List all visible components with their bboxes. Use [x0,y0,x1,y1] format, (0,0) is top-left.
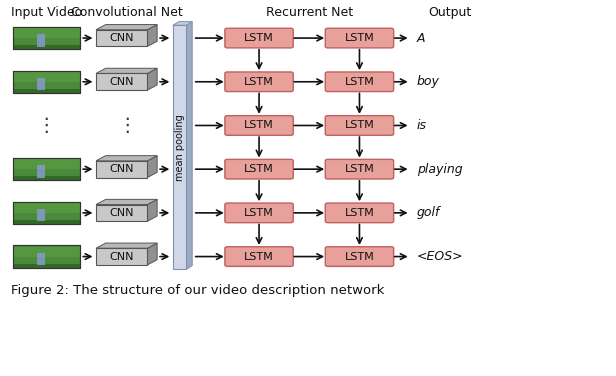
FancyBboxPatch shape [13,27,79,49]
Text: Convolutional Net: Convolutional Net [71,6,182,20]
Polygon shape [96,243,157,248]
FancyBboxPatch shape [13,158,79,180]
Text: <EOS>: <EOS> [416,250,463,263]
FancyBboxPatch shape [325,72,394,92]
Text: Recurrent Net: Recurrent Net [265,6,353,20]
FancyBboxPatch shape [13,203,79,213]
FancyBboxPatch shape [173,25,186,269]
Text: boy: boy [416,75,439,88]
Text: LSTM: LSTM [244,164,274,174]
Text: LSTM: LSTM [244,208,274,218]
FancyBboxPatch shape [325,159,394,179]
Polygon shape [173,21,192,25]
Polygon shape [147,68,157,90]
Text: is: is [416,119,427,132]
Text: CNN: CNN [110,33,134,43]
Text: LSTM: LSTM [344,120,375,130]
Text: LSTM: LSTM [344,77,375,87]
FancyBboxPatch shape [325,28,394,48]
FancyBboxPatch shape [225,116,293,135]
Text: LSTM: LSTM [344,33,375,43]
FancyBboxPatch shape [13,220,79,224]
Text: ⋮: ⋮ [117,116,136,135]
FancyBboxPatch shape [225,203,293,223]
FancyBboxPatch shape [325,247,394,266]
FancyBboxPatch shape [38,165,45,177]
Text: CNN: CNN [110,164,134,174]
Polygon shape [96,68,157,73]
FancyBboxPatch shape [13,45,79,49]
FancyBboxPatch shape [96,161,147,177]
Polygon shape [96,156,157,161]
FancyBboxPatch shape [13,202,79,224]
Text: LSTM: LSTM [244,120,274,130]
Text: LSTM: LSTM [244,33,274,43]
Polygon shape [147,199,157,221]
Text: Figure 2: The structure of our video description network: Figure 2: The structure of our video des… [11,284,385,297]
Text: mean pooling: mean pooling [174,114,185,181]
Text: LSTM: LSTM [244,77,274,87]
Text: CNN: CNN [110,252,134,262]
FancyBboxPatch shape [13,176,79,180]
Polygon shape [147,24,157,46]
FancyBboxPatch shape [225,72,293,92]
FancyBboxPatch shape [38,78,45,90]
Polygon shape [96,24,157,30]
FancyBboxPatch shape [96,205,147,221]
FancyBboxPatch shape [38,209,45,221]
Polygon shape [147,156,157,177]
Text: LSTM: LSTM [344,164,375,174]
FancyBboxPatch shape [13,247,79,256]
FancyBboxPatch shape [13,89,79,93]
Text: playing: playing [416,163,462,176]
Text: Input Video: Input Video [11,6,82,20]
Text: LSTM: LSTM [244,252,274,262]
Polygon shape [147,243,157,265]
FancyBboxPatch shape [96,73,147,90]
FancyBboxPatch shape [325,203,394,223]
FancyBboxPatch shape [13,28,79,38]
FancyBboxPatch shape [13,159,79,169]
Text: LSTM: LSTM [344,208,375,218]
Polygon shape [96,199,157,205]
FancyBboxPatch shape [96,30,147,46]
FancyBboxPatch shape [225,159,293,179]
FancyBboxPatch shape [225,28,293,48]
FancyBboxPatch shape [225,247,293,266]
Text: ⋮: ⋮ [37,116,56,135]
Text: CNN: CNN [110,77,134,87]
FancyBboxPatch shape [325,116,394,135]
FancyBboxPatch shape [38,34,45,47]
FancyBboxPatch shape [13,72,79,82]
Text: A: A [416,32,425,45]
FancyBboxPatch shape [38,253,45,265]
FancyBboxPatch shape [13,71,79,93]
FancyBboxPatch shape [13,246,79,268]
FancyBboxPatch shape [13,264,79,268]
Text: LSTM: LSTM [344,252,375,262]
Text: golf: golf [416,206,440,219]
Polygon shape [186,21,192,269]
FancyBboxPatch shape [96,248,147,265]
Text: CNN: CNN [110,208,134,218]
Text: Output: Output [428,6,471,20]
